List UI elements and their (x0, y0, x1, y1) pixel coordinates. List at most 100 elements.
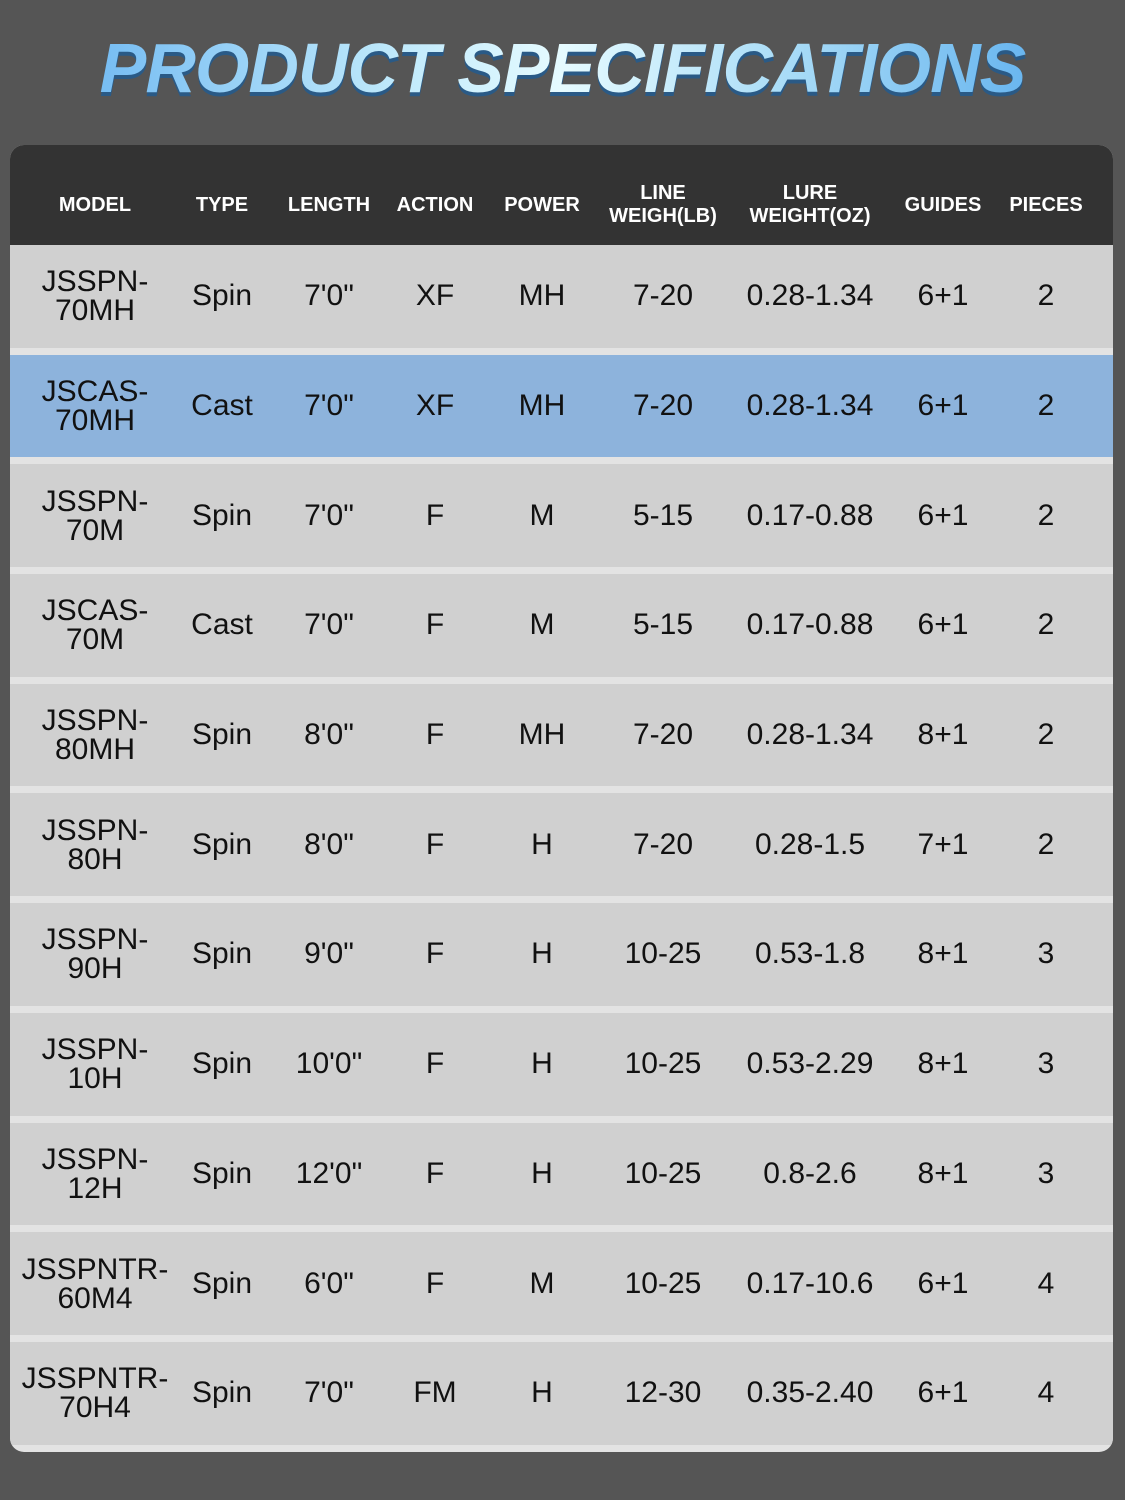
cell-pieces: 2 (1037, 279, 1055, 313)
table-row: JSSPN- 90H Spin 9'0" F H 10-25 0.53-1.8 8+1 3 (10, 903, 1113, 1006)
cell-type: Spin (191, 718, 253, 752)
page-title: PRODUCT SPECIFICATIONS (0, 28, 1125, 108)
cell-pieces: 4 (1037, 1266, 1055, 1300)
cell-power: H (531, 1047, 553, 1081)
cell-action: F (425, 937, 445, 971)
cell-pieces: 2 (1037, 718, 1055, 752)
cell-line: 5-15 (632, 608, 694, 642)
cell-length: 6'0" (304, 1266, 354, 1300)
cell-model: JSSPN- 12H (10, 1144, 180, 1203)
cell-model: JSSPN- 10H (10, 1035, 180, 1094)
cell-lure: 0.28-1.34 (746, 279, 874, 313)
cell-power: H (531, 1376, 553, 1410)
model-line: 60M4 (57, 1281, 133, 1315)
cell-power: M (529, 1266, 555, 1300)
model-line: 70MH (54, 294, 136, 328)
model-line: 70H4 (59, 1391, 131, 1425)
header-pieces: PIECES (1009, 193, 1083, 216)
cell-lure: 0.28-1.5 (754, 827, 866, 861)
cell-pieces: 2 (1037, 827, 1055, 861)
table-body: JSSPN- 70MH Spin 7'0" XF MH 7-20 0.28-1.34 6+1 2 J… (10, 245, 1113, 1445)
header-type: TYPE (195, 193, 249, 216)
cell-length: 8'0" (304, 827, 354, 861)
cell-power: MH (518, 389, 566, 423)
cell-model: JSSPN- 90H (10, 925, 180, 984)
cell-guides: 6+1 (917, 498, 969, 532)
cell-guides: 8+1 (917, 1047, 969, 1081)
model-line: JSSPN- (41, 704, 149, 738)
header-length: LENGTH (287, 193, 371, 216)
model-line: JSSPNTR- (21, 1252, 169, 1286)
cell-length: 7'0" (304, 1376, 354, 1410)
cell-action: F (425, 608, 445, 642)
cell-power: M (529, 498, 555, 532)
cell-lure: 0.17-0.88 (746, 608, 874, 642)
cell-type: Spin (191, 1376, 253, 1410)
header-lure-weight-l1: LURE (782, 182, 838, 204)
cell-model: JSSPN- 80H (10, 815, 180, 876)
cell-guides: 6+1 (917, 1376, 969, 1410)
cell-lure: 0.17-0.88 (746, 498, 874, 532)
cell-type: Spin (191, 1047, 253, 1081)
cell-model: JSSPNTR- 60M4 (10, 1252, 180, 1315)
table-row: JSCAS- 70M Cast 7'0" F M 5-15 0.17-0.88 6+1 2 (10, 574, 1113, 677)
cell-type: Spin (191, 279, 253, 313)
cell-action: F (425, 498, 445, 532)
cell-type: Spin (191, 937, 253, 971)
cell-line: 7-20 (632, 279, 694, 313)
cell-line: 12-30 (624, 1376, 702, 1410)
cell-length: 10'0" (295, 1047, 363, 1081)
cell-length: 7'0" (304, 498, 354, 532)
model-line: JSSPN- (41, 265, 149, 299)
cell-power: MH (518, 279, 566, 313)
cell-pieces: 4 (1037, 1376, 1055, 1410)
cell-length: 9'0" (304, 937, 354, 971)
cell-pieces: 3 (1037, 1156, 1055, 1190)
cell-model: JSSPN- 70MH (10, 265, 180, 328)
cell-length: 7'0" (304, 608, 354, 642)
cell-type: Spin (191, 498, 253, 532)
table-header: MODEL TYPE LENGTH ACTION POWER LINE WEIG… (10, 145, 1113, 245)
cell-line: 10-25 (624, 1156, 702, 1190)
cell-action: FM (413, 1376, 457, 1410)
cell-guides: 8+1 (917, 1156, 969, 1190)
cell-length: 12'0" (295, 1156, 363, 1190)
table-row: JSCAS- 70MH Cast 7'0" XF MH 7-20 0.28-1.34 6+1 2 (10, 354, 1113, 458)
cell-action: F (425, 827, 445, 861)
header-power: POWER (504, 193, 580, 216)
cell-guides: 6+1 (917, 389, 969, 423)
cell-power: H (531, 937, 553, 971)
cell-line: 7-20 (632, 827, 694, 861)
cell-type: Spin (191, 1266, 253, 1300)
table-row: JSSPN- 12H Spin 12'0" F H 10-25 0.8-2.6 8+1 3 (10, 1122, 1113, 1226)
header-model: MODEL (58, 193, 132, 216)
cell-action: XF (415, 279, 455, 313)
cell-guides: 6+1 (917, 1266, 969, 1300)
cell-pieces: 3 (1037, 937, 1055, 971)
table-row: JSSPN- 70M Spin 7'0" F M 5-15 0.17-0.88 6+1 2 (10, 464, 1113, 568)
cell-lure: 0.8-2.6 (763, 1156, 857, 1190)
table-row: JSSPNTR- 60M4 Spin 6'0" F M 10-25 0.17-10.6 6+1 4 (10, 1232, 1113, 1335)
model-line: 80H (67, 842, 123, 876)
model-line: 80MH (54, 733, 136, 767)
cell-line: 10-25 (624, 937, 702, 971)
model-line: 70M (65, 513, 125, 547)
cell-pieces: 2 (1037, 498, 1055, 532)
cell-guides: 6+1 (917, 279, 969, 313)
header-line-weight-l2: WEIGH(LB) (609, 205, 717, 227)
header-line-weight-l1: LINE (640, 182, 686, 204)
header-line-weight: LINE WEIGH(LB) (608, 162, 718, 228)
cell-model: JSSPNTR- 70H4 (10, 1364, 180, 1425)
cell-lure: 0.17-10.6 (746, 1266, 874, 1300)
cell-power: M (529, 608, 555, 642)
spec-table: MODEL TYPE LENGTH ACTION POWER LINE WEIG… (10, 145, 1113, 1452)
cell-pieces: 3 (1037, 1047, 1055, 1081)
table-row: JSSPN- 10H Spin 10'0" F H 10-25 0.53-2.29 8+1 3 (10, 1012, 1113, 1116)
header-lure-weight-l2: WEIGHT(OZ) (749, 205, 871, 227)
model-line: 70MH (54, 404, 136, 438)
cell-model: JSSPN- 70M (10, 486, 180, 547)
cell-power: H (531, 827, 553, 861)
cell-action: XF (415, 389, 455, 423)
cell-pieces: 2 (1037, 608, 1055, 642)
cell-type: Cast (191, 608, 253, 642)
